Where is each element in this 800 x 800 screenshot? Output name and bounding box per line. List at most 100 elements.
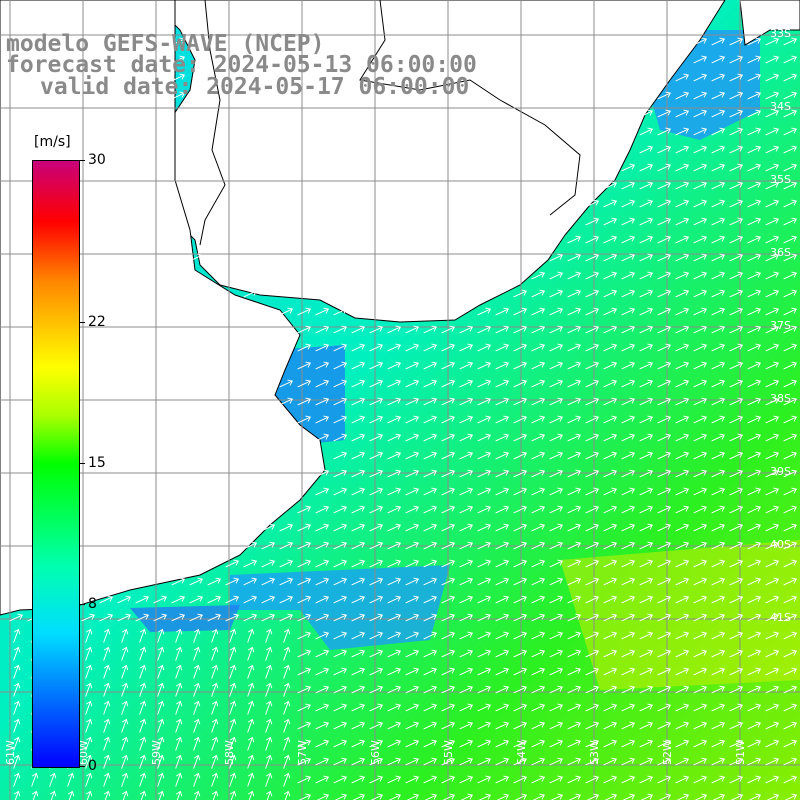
- wind-arrow: [783, 703, 798, 712]
- wind-arrow: [459, 667, 474, 676]
- wind-arrow: [639, 685, 654, 694]
- wind-arrow: [297, 379, 312, 388]
- wind-arrow: [747, 523, 762, 532]
- wind-arrow: [783, 307, 798, 316]
- wind-arrow: [283, 682, 291, 697]
- wind-arrow: [567, 667, 582, 676]
- wind-arrow: [13, 754, 21, 769]
- wind-arrow: [711, 343, 726, 352]
- wind-arrow: [243, 577, 258, 586]
- wind-arrow: [297, 541, 312, 550]
- wind-arrow: [297, 667, 312, 676]
- wind-arrow: [333, 613, 348, 622]
- wind-arrow: [639, 667, 654, 676]
- wind-arrow: [333, 775, 348, 784]
- wind-arrow: [495, 577, 510, 586]
- wind-arrow: [387, 397, 402, 406]
- wind-arrow: [513, 469, 528, 478]
- wind-arrow: [711, 487, 726, 496]
- wind-arrow: [747, 541, 762, 550]
- wind-arrow: [567, 685, 582, 694]
- wind-arrow: [549, 415, 564, 424]
- wind-arrow: [297, 361, 312, 370]
- wind-arrow: [765, 595, 780, 604]
- wind-arrow: [369, 343, 384, 352]
- wind-arrow: [621, 487, 636, 496]
- wind-arrow: [765, 325, 780, 334]
- wind-arrow: [513, 397, 528, 406]
- wind-arrow: [351, 613, 366, 622]
- wind-arrow: [441, 595, 456, 604]
- wind-arrow: [639, 613, 654, 622]
- wind-arrow: [783, 127, 798, 136]
- wind-arrow: [675, 685, 690, 694]
- wind-arrow: [783, 109, 798, 118]
- wind-arrow: [175, 718, 183, 733]
- colorbar-tick-mark: [79, 321, 85, 323]
- wind-arrow: [567, 703, 582, 712]
- wind-arrow: [657, 541, 672, 550]
- wind-arrow: [405, 433, 420, 442]
- wind-arrow: [405, 685, 420, 694]
- wind-arrow: [261, 613, 276, 622]
- wind-arrow: [243, 559, 258, 568]
- wind-arrow: [225, 613, 240, 622]
- wind-arrow: [495, 559, 510, 568]
- wind-arrow: [459, 595, 474, 604]
- wind-arrow: [693, 559, 708, 568]
- wind-arrow: [567, 451, 582, 460]
- wind-arrow: [729, 631, 744, 640]
- wind-arrow: [747, 397, 762, 406]
- wind-arrow: [603, 325, 618, 334]
- wind-arrow: [711, 361, 726, 370]
- wind-arrow: [765, 469, 780, 478]
- latitude-label: 35S: [770, 173, 791, 186]
- wind-arrow: [513, 289, 528, 298]
- wind-arrow: [693, 91, 708, 100]
- wind-arrow: [265, 664, 273, 679]
- wind-arrow: [369, 631, 384, 640]
- wind-arrow: [621, 397, 636, 406]
- wind-arrow: [693, 289, 708, 298]
- wind-arrow: [441, 469, 456, 478]
- wind-arrow: [567, 577, 582, 586]
- wind-arrow: [67, 790, 75, 800]
- wind-arrow: [711, 37, 726, 46]
- wind-arrow: [513, 739, 528, 748]
- longitude-labels: 61W 60W 59W 58W 57W 56W 55W 54W 53W 52W 51W: [4, 740, 747, 765]
- wind-arrow: [675, 289, 690, 298]
- wind-arrow: [675, 325, 690, 334]
- wind-arrow: [729, 163, 744, 172]
- wind-arrow: [315, 595, 330, 604]
- wind-arrow: [585, 415, 600, 424]
- wind-arrow: [441, 523, 456, 532]
- wind-arrow: [567, 415, 582, 424]
- wind-arrow: [279, 379, 294, 388]
- wind-arrow: [369, 469, 384, 478]
- wind-arrow: [297, 577, 312, 586]
- wind-arrow: [729, 37, 744, 46]
- wind-arrow: [477, 577, 492, 586]
- wind-arrow: [729, 109, 744, 118]
- wind-arrow: [157, 718, 165, 733]
- wind-arrow: [747, 91, 762, 100]
- wind-arrow: [121, 790, 129, 800]
- wind-arrow: [585, 379, 600, 388]
- wind-arrow: [423, 505, 438, 514]
- wind-arrow: [171, 55, 186, 64]
- wind-arrow: [711, 55, 726, 64]
- wind-arrow: [603, 379, 618, 388]
- wind-arrow: [783, 613, 798, 622]
- wind-arrow: [693, 307, 708, 316]
- wind-arrow: [423, 487, 438, 496]
- wind-arrow: [261, 559, 276, 568]
- wind-arrow: [585, 577, 600, 586]
- wind-arrow: [333, 325, 348, 334]
- wind-arrow: [603, 757, 618, 766]
- wind-arrow: [711, 739, 726, 748]
- wind-arrow: [711, 181, 726, 190]
- wind-arrow: [315, 397, 330, 406]
- wind-arrow: [283, 790, 291, 800]
- wind-arrow: [765, 649, 780, 658]
